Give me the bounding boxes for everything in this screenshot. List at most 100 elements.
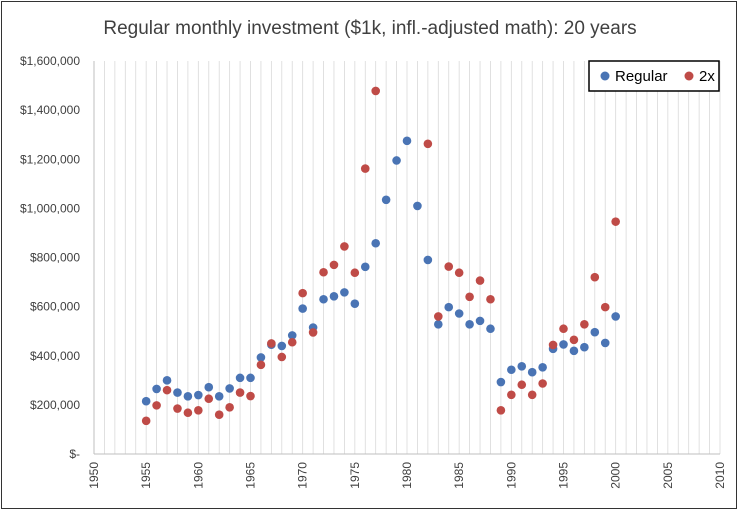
data-point: [611, 217, 620, 226]
data-point: [319, 294, 328, 304]
x-tick-label: 1965: [244, 462, 258, 489]
y-tick-label: $200,000: [30, 398, 80, 412]
data-point: [298, 304, 307, 313]
data-point: [235, 388, 245, 397]
data-point: [600, 302, 610, 312]
x-tick-label: 2010: [713, 462, 727, 489]
data-point: [141, 416, 151, 426]
data-point: [225, 403, 234, 412]
legend-marker-2x: [684, 71, 694, 81]
data-point: [590, 272, 600, 282]
data-point: [371, 86, 381, 96]
data-point: [486, 294, 495, 304]
x-tick-label: 1960: [191, 462, 205, 489]
data-point: [256, 353, 266, 362]
y-tick-label: $800,000: [30, 251, 80, 265]
data-point: [527, 390, 537, 400]
data-point: [194, 405, 203, 415]
x-tick-label: 1950: [87, 462, 101, 489]
data-point: [152, 401, 161, 410]
data-point: [204, 382, 214, 392]
data-point: [402, 136, 412, 146]
data-point: [350, 299, 360, 308]
y-tick-label: $1,600,000: [20, 54, 80, 68]
data-point: [287, 337, 297, 347]
data-point: [444, 262, 454, 271]
data-point: [590, 327, 600, 337]
data-point: [538, 379, 547, 388]
data-point: [580, 342, 589, 352]
data-point: [454, 309, 464, 318]
x-tick-label: 2000: [609, 462, 623, 489]
data-point: [319, 267, 328, 277]
data-point: [277, 352, 287, 362]
y-tick-label: $1,000,000: [20, 201, 80, 215]
legend-label-2x: 2x: [699, 68, 715, 85]
data-point: [267, 339, 276, 348]
data-points: [141, 86, 620, 426]
data-point: [214, 410, 224, 420]
data-point: [298, 288, 307, 298]
y-tick-labels: $- $200,000 $400,000 $600,000 $800,000 $1,000…: [20, 54, 80, 461]
data-point: [496, 405, 506, 415]
data-point: [246, 391, 255, 401]
data-point: [183, 408, 193, 418]
data-point: [371, 238, 381, 248]
data-point: [214, 391, 224, 401]
data-point: [507, 365, 516, 375]
x-tick-labels: 1950 1955 1960 1965 1970 1975 1980 1985 1990 1995…: [87, 462, 727, 489]
y-tick-label: $1,400,000: [20, 103, 80, 117]
data-point: [152, 384, 161, 394]
data-point: [444, 302, 454, 312]
data-point: [559, 324, 568, 334]
data-point: [548, 340, 558, 350]
data-point: [392, 156, 401, 165]
data-point: [465, 320, 474, 329]
data-point: [360, 262, 370, 272]
data-point: [559, 340, 568, 349]
x-tick-label: 1985: [452, 462, 466, 489]
data-point: [173, 404, 182, 413]
data-point: [308, 328, 318, 337]
data-point: [517, 362, 527, 371]
y-tick-label: $600,000: [30, 300, 80, 314]
data-point: [454, 268, 464, 278]
data-point: [204, 394, 214, 404]
x-tick-label: 1975: [348, 462, 362, 489]
y-tick-label: $-: [69, 447, 80, 461]
data-point: [569, 335, 579, 345]
series-regular: [141, 136, 620, 406]
data-point: [465, 292, 474, 302]
x-tick-label: 1990: [504, 462, 518, 489]
data-point: [381, 195, 391, 205]
data-point: [246, 373, 255, 383]
y-tick-label: $400,000: [30, 349, 80, 363]
data-point: [611, 312, 620, 321]
data-point: [423, 255, 433, 265]
data-point: [527, 367, 537, 377]
data-point: [434, 320, 443, 329]
data-point: [580, 320, 589, 329]
data-point: [507, 390, 516, 400]
data-point: [194, 390, 203, 400]
legend-marker-regular: [600, 71, 610, 81]
series-2x: [141, 86, 620, 426]
data-point: [329, 260, 339, 270]
axes: [93, 61, 720, 455]
legend-box: [588, 60, 720, 92]
data-point: [256, 360, 266, 370]
data-point: [141, 396, 151, 406]
chart-title: Regular monthly investment ($1k, infl.-a…: [103, 18, 636, 39]
data-point: [340, 288, 349, 297]
data-point: [235, 373, 245, 383]
data-point: [183, 391, 193, 401]
x-tick-label: 1995: [557, 462, 571, 489]
data-point: [569, 346, 579, 356]
legend-label-regular: Regular: [615, 68, 668, 85]
data-point: [475, 316, 485, 326]
x-tick-label: 2005: [661, 462, 675, 489]
x-tick-label: 1970: [296, 462, 310, 489]
data-point: [423, 139, 433, 149]
data-point: [162, 376, 172, 385]
x-tick-label: 1980: [400, 462, 414, 489]
